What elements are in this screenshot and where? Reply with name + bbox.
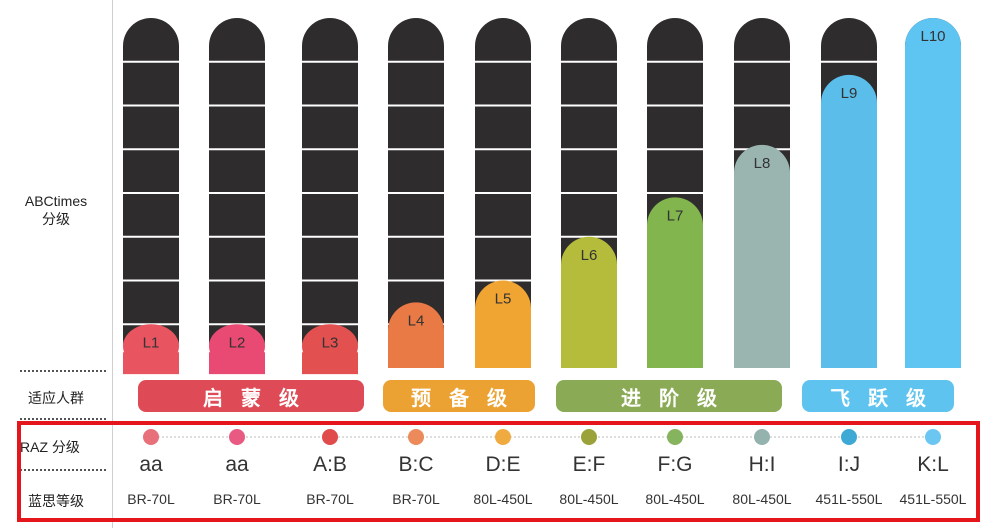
lexile-level: 80L-450L — [732, 491, 792, 507]
audience-row-label: 适应人群 — [28, 390, 84, 406]
label-column-divider — [112, 0, 113, 528]
bar-l10 — [905, 18, 961, 368]
bar-l8 — [734, 144, 790, 368]
raz-dot — [408, 429, 424, 445]
abctimes-label-line1: ABCtimes — [24, 193, 88, 209]
bar-label-l2: L2 — [229, 334, 246, 351]
bar-base — [561, 340, 617, 368]
bar-base — [647, 340, 703, 368]
bar-base — [388, 340, 444, 368]
raz-dot — [229, 429, 245, 445]
bar-base — [734, 340, 790, 368]
lexile-row-label: 蓝思等级 — [28, 493, 84, 509]
raz-row-label: RAZ 分级 — [20, 439, 80, 455]
raz-level: I:J — [837, 453, 861, 476]
bar-label-l9: L9 — [841, 85, 858, 102]
row-separator — [20, 370, 106, 372]
row-separator — [20, 469, 106, 471]
bar-label-l4: L4 — [408, 312, 425, 329]
raz-dot — [581, 429, 597, 445]
raz-level: K:L — [917, 453, 949, 476]
group-band-leap: 飞跃级 — [802, 380, 954, 412]
raz-level: aa — [225, 453, 249, 476]
raz-dot — [925, 429, 941, 445]
raz-level: A:B — [313, 453, 347, 476]
bar-label-l6: L6 — [581, 247, 598, 264]
bar-label-l3: L3 — [322, 334, 339, 351]
lexile-level: 80L-450L — [559, 491, 619, 507]
lexile-level: BR-70L — [392, 491, 440, 507]
bar-base — [209, 352, 265, 375]
group-band-preparatory: 预备级 — [383, 380, 535, 412]
bar-label-l10: L10 — [920, 28, 945, 45]
lexile-level: 80L-450L — [645, 491, 705, 507]
lexile-level: 451L-550L — [899, 491, 967, 507]
bar-base — [302, 352, 358, 375]
lexile-level: BR-70L — [127, 491, 175, 507]
lexile-level: 80L-450L — [473, 491, 533, 507]
bar-base — [475, 340, 531, 368]
bar-l6 — [561, 236, 617, 368]
row-separator — [20, 418, 106, 420]
raz-dot — [841, 429, 857, 445]
bar-l9 — [821, 74, 877, 368]
highlight-box — [17, 421, 980, 522]
raz-dot — [754, 429, 770, 445]
raz-level: B:C — [398, 453, 434, 476]
group-band-beginner: 启蒙级 — [138, 380, 364, 412]
lexile-level: BR-70L — [306, 491, 354, 507]
lexile-level: 451L-550L — [815, 491, 883, 507]
bar-base — [123, 352, 179, 375]
raz-dot — [322, 429, 338, 445]
raz-dot — [667, 429, 683, 445]
abctimes-axis-label: ABCtimes 分级 — [0, 192, 112, 228]
raz-dotted-line — [150, 436, 940, 438]
bar-label-l7: L7 — [667, 207, 684, 224]
raz-level: H:I — [748, 453, 776, 476]
bar-l7 — [647, 197, 703, 368]
lexile-level: BR-70L — [213, 491, 261, 507]
raz-dot — [143, 429, 159, 445]
raz-level: F:G — [657, 453, 693, 476]
raz-dot — [495, 429, 511, 445]
raz-level: aa — [139, 453, 163, 476]
raz-level: E:F — [572, 453, 606, 476]
group-band-advanced: 进阶级 — [556, 380, 782, 412]
bar-label-l1: L1 — [143, 334, 160, 351]
raz-level: D:E — [485, 453, 521, 476]
bar-base — [905, 340, 961, 368]
bar-label-l5: L5 — [495, 291, 512, 308]
bar-label-l8: L8 — [754, 155, 771, 172]
abctimes-label-line2: 分级 — [42, 211, 70, 227]
bar-base — [821, 340, 877, 368]
